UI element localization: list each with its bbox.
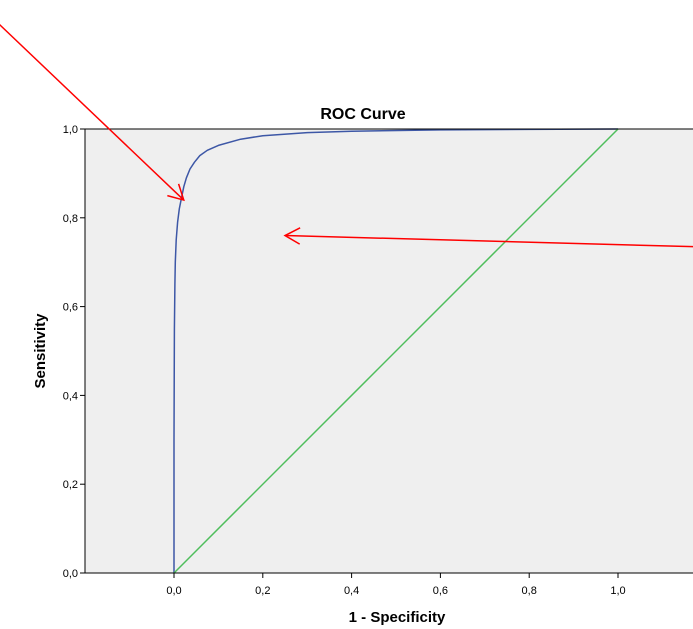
arrow-head — [283, 227, 301, 245]
y-tick-label: 1,0 — [63, 124, 78, 136]
plot-background — [85, 129, 693, 573]
red-arrow-annotation — [0, 23, 185, 202]
tick-layer: 0,0 0,2 0,4 0,6 0,8 1,0 0,0 0,2 0,4 0,6 0,8 1,0 — [63, 124, 626, 597]
x-tick-label: 0,0 — [166, 585, 181, 597]
x-tick-label: 0,2 — [255, 585, 270, 597]
y-tick-label: 0,6 — [63, 302, 78, 314]
y-tick-label: 0,4 — [63, 390, 78, 402]
chart-title: ROC Curve — [320, 106, 405, 123]
y-tick-label: 0,8 — [63, 213, 78, 225]
arrow-shaft — [284, 234, 693, 248]
x-axis-title: 1 - Specificity — [349, 609, 446, 626]
arrow-shaft — [0, 23, 185, 201]
reference-diagonal-line — [173, 128, 619, 574]
x-tick-label: 0,4 — [344, 585, 359, 597]
axis-layer — [84, 128, 693, 574]
x-tick-label: 0,6 — [433, 585, 448, 597]
y-tick-label: 0,2 — [63, 479, 78, 491]
y-axis-title: Sensitivity — [32, 313, 49, 389]
annotation-layer — [0, 23, 693, 248]
roc-curve-line — [173, 128, 619, 573]
y-tick-label: 0,0 — [63, 568, 78, 580]
x-tick-label: 0,8 — [522, 585, 537, 597]
arrow-head — [167, 183, 185, 202]
x-tick-label: 1,0 — [610, 585, 625, 597]
series-layer — [173, 128, 619, 574]
red-arrow-annotation — [283, 227, 693, 248]
